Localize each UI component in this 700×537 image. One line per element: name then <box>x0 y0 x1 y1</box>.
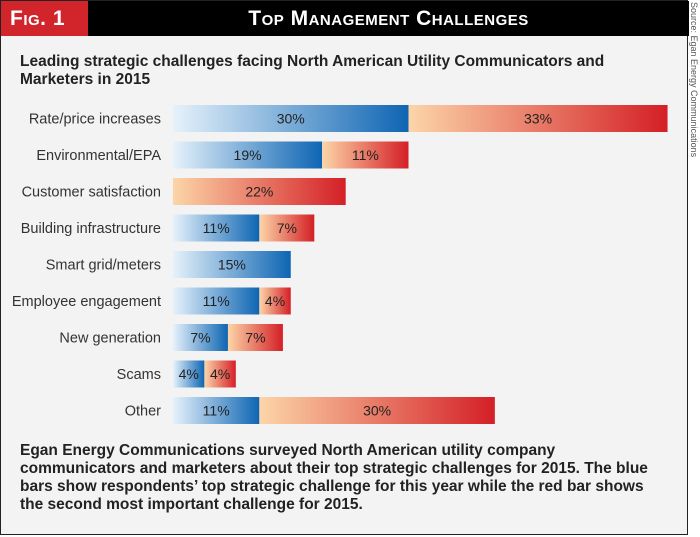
bar-top-challenge <box>173 397 260 424</box>
bar-second-challenge <box>259 397 495 424</box>
bar-value-label: 7% <box>245 330 265 346</box>
bar-second-challenge <box>204 360 236 388</box>
bar-top-challenge <box>173 141 323 169</box>
bar-value-label: 30% <box>363 403 391 419</box>
bar-second-challenge <box>173 178 346 205</box>
bar-value-label: 7% <box>277 220 297 236</box>
figure-title: Top Management Challenges <box>248 7 529 30</box>
bar-top-challenge <box>173 251 291 278</box>
bar-top-challenge <box>173 324 228 351</box>
bar-top-challenge <box>173 214 260 242</box>
bar-value-label: 22% <box>245 184 273 200</box>
category-label: Customer satisfaction <box>22 185 161 201</box>
category-label: Smart grid/meters <box>46 258 161 274</box>
bar-value-label: 15% <box>218 257 246 273</box>
category-label: Other <box>125 404 161 420</box>
bar-value-label: 4% <box>265 293 285 309</box>
bar-second-challenge <box>259 287 291 315</box>
bar-value-label: 11% <box>203 220 230 236</box>
figure-number: Fig. 1 <box>1 1 88 36</box>
bar-top-challenge <box>173 287 260 315</box>
bar-value-label: 30% <box>277 111 305 127</box>
bar-top-challenge <box>173 360 205 388</box>
chart-subtitle: Leading strategic challenges facing Nort… <box>20 53 605 88</box>
category-label: Environmental/EPA <box>36 148 161 164</box>
source-note: Source: Egan Energy Communications <box>688 2 700 302</box>
bar-value-label: 11% <box>203 403 230 419</box>
source-note-text: Source: Egan Energy Communications <box>689 2 699 158</box>
bar-second-challenge <box>227 324 283 351</box>
bar-second-challenge <box>259 214 315 242</box>
category-label: Rate/price increases <box>29 112 161 128</box>
bar-chart: Rate/price increases 30% 33% Environmental/… <box>12 105 668 424</box>
bar-value-label: 4% <box>210 366 230 382</box>
figure-header: Fig. 1 Top Management Challenges <box>1 1 689 36</box>
bar-value-label: 4% <box>179 366 199 382</box>
bar-value-label: 11% <box>203 293 230 309</box>
category-label: New generation <box>59 331 161 347</box>
chart-description: Egan Energy Communications surveyed Nort… <box>20 442 648 513</box>
bar-second-challenge <box>408 105 668 132</box>
category-label: Building infrastructure <box>21 221 161 237</box>
bar-value-label: 11% <box>352 147 379 163</box>
bar-value-label: 7% <box>190 330 210 346</box>
bar-value-label: 19% <box>234 147 262 163</box>
category-label: Employee engagement <box>12 294 161 310</box>
bar-second-challenge <box>322 141 409 169</box>
bar-value-label: 33% <box>524 111 552 127</box>
category-label: Scams <box>117 367 161 383</box>
bar-top-challenge <box>173 105 409 132</box>
